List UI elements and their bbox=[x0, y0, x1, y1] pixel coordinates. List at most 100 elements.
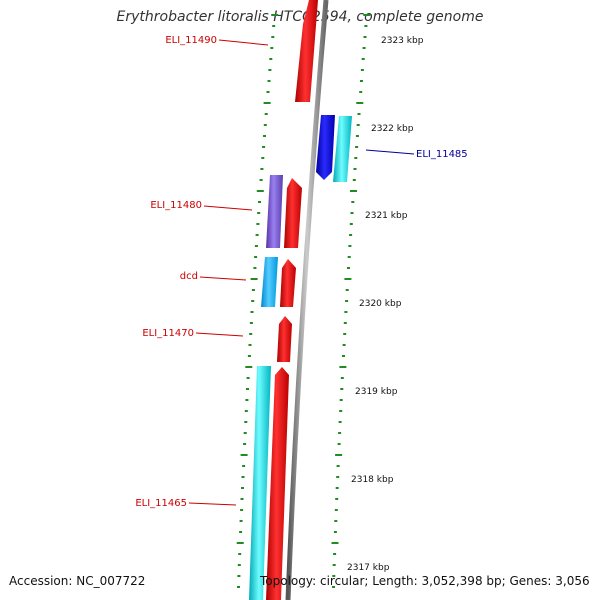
scale-label: 2318 kbp bbox=[351, 475, 394, 485]
outer-tick-dots bbox=[331, 14, 371, 588]
minor-tick bbox=[244, 421, 248, 423]
minor-tick bbox=[352, 179, 356, 181]
scale-label: 2319 kbp bbox=[355, 387, 398, 397]
minor-tick bbox=[262, 146, 266, 148]
minor-tick bbox=[248, 344, 252, 346]
gene-arrow-eli-11470[interactable] bbox=[277, 316, 292, 362]
major-tick bbox=[339, 366, 347, 368]
minor-tick bbox=[349, 223, 353, 225]
minor-tick bbox=[238, 553, 242, 555]
minor-tick bbox=[343, 333, 347, 335]
minor-tick bbox=[340, 377, 344, 379]
minor-tick bbox=[342, 344, 346, 346]
minor-tick bbox=[335, 487, 339, 489]
minor-tick bbox=[349, 234, 353, 236]
minor-tick bbox=[339, 399, 343, 401]
topology-text: Topology: circular; Length: 3,052,398 bp… bbox=[260, 574, 590, 588]
minor-tick bbox=[260, 168, 264, 170]
scale-labels: 2323 kbp 2322 kbp 2321 kbp 2320 kbp 2319… bbox=[347, 36, 424, 573]
scale-label: 2320 kbp bbox=[359, 299, 402, 309]
minor-tick bbox=[355, 146, 359, 148]
label-leader-line bbox=[188, 502, 237, 506]
minor-tick bbox=[334, 509, 338, 511]
minor-tick bbox=[241, 487, 244, 489]
gene-label-eli-11480[interactable]: ELI_11480 bbox=[150, 200, 202, 211]
minor-tick bbox=[350, 212, 354, 214]
minor-tick bbox=[357, 113, 361, 115]
minor-tick bbox=[249, 333, 253, 335]
minor-tick bbox=[360, 69, 364, 71]
minor-tick bbox=[272, 25, 276, 27]
inner-tick-dots bbox=[236, 14, 279, 588]
minor-tick bbox=[345, 289, 349, 291]
gene-arrow-eli-11465[interactable] bbox=[266, 367, 289, 600]
minor-tick bbox=[267, 80, 271, 82]
minor-tick bbox=[246, 388, 249, 390]
minor-tick bbox=[334, 520, 338, 522]
major-tick bbox=[256, 190, 264, 192]
minor-tick bbox=[258, 201, 261, 203]
scale-label: 2321 kbp bbox=[365, 211, 408, 221]
minor-tick bbox=[355, 135, 359, 137]
minor-tick bbox=[257, 212, 261, 214]
minor-tick bbox=[245, 399, 249, 401]
minor-tick bbox=[332, 586, 335, 588]
major-tick bbox=[245, 366, 253, 368]
minor-tick bbox=[259, 179, 263, 181]
gene-label-eli-11470[interactable]: ELI_11470 bbox=[142, 328, 194, 339]
minor-tick bbox=[254, 245, 258, 247]
minor-tick bbox=[254, 256, 258, 258]
minor-tick bbox=[256, 223, 260, 225]
minor-tick bbox=[364, 25, 368, 27]
gene-arrow-eli-11480[interactable] bbox=[284, 178, 302, 248]
gene-arrow-dcd[interactable] bbox=[280, 259, 296, 307]
minor-tick bbox=[362, 47, 366, 49]
minor-tick bbox=[251, 289, 255, 291]
cds-bar-eli-11480 bbox=[266, 175, 283, 248]
gene-arrow-eli-11485[interactable] bbox=[316, 115, 335, 180]
minor-tick bbox=[240, 509, 244, 511]
minor-tick bbox=[336, 465, 340, 467]
minor-tick bbox=[347, 267, 350, 269]
gene-label-eli-11490[interactable]: ELI_11490 bbox=[165, 35, 217, 46]
minor-tick bbox=[336, 476, 340, 478]
minor-tick bbox=[332, 575, 336, 577]
minor-tick bbox=[263, 135, 266, 137]
minor-tick bbox=[351, 201, 355, 203]
gene-label-eli-11465[interactable]: ELI_11465 bbox=[135, 498, 187, 509]
gene-label-dcd[interactable]: dcd bbox=[180, 271, 198, 282]
scale-label: 2317 kbp bbox=[347, 563, 390, 573]
label-leader-line bbox=[203, 205, 253, 211]
minor-tick bbox=[344, 311, 348, 313]
major-tick bbox=[344, 278, 352, 280]
minor-tick bbox=[269, 58, 273, 60]
minor-tick bbox=[246, 377, 250, 379]
minor-tick bbox=[361, 58, 365, 60]
minor-tick bbox=[333, 531, 337, 533]
major-tick bbox=[263, 102, 271, 104]
minor-tick bbox=[342, 355, 345, 357]
minor-tick bbox=[251, 300, 255, 302]
minor-tick bbox=[243, 432, 247, 434]
scale-label: 2322 kbp bbox=[371, 124, 414, 134]
minor-tick bbox=[241, 476, 245, 478]
cds-bar-dcd bbox=[261, 257, 278, 307]
minor-tick bbox=[253, 267, 257, 269]
major-tick bbox=[240, 454, 248, 456]
minor-tick bbox=[356, 124, 360, 126]
gene-label-eli-11485[interactable]: ELI_11485 bbox=[416, 149, 468, 160]
minor-tick bbox=[359, 91, 363, 93]
minor-tick bbox=[255, 234, 259, 236]
major-tick bbox=[335, 454, 343, 456]
minor-tick bbox=[240, 498, 244, 500]
major-tick bbox=[363, 14, 371, 16]
minor-tick bbox=[363, 36, 367, 38]
minor-tick bbox=[354, 157, 358, 159]
minor-tick bbox=[239, 520, 243, 522]
minor-tick bbox=[242, 465, 246, 467]
minor-tick bbox=[271, 36, 275, 38]
minor-tick bbox=[239, 531, 243, 533]
minor-tick bbox=[347, 256, 351, 258]
scale-label: 2323 kbp bbox=[381, 36, 424, 46]
gene-arrow-eli-11490[interactable] bbox=[295, 0, 318, 102]
